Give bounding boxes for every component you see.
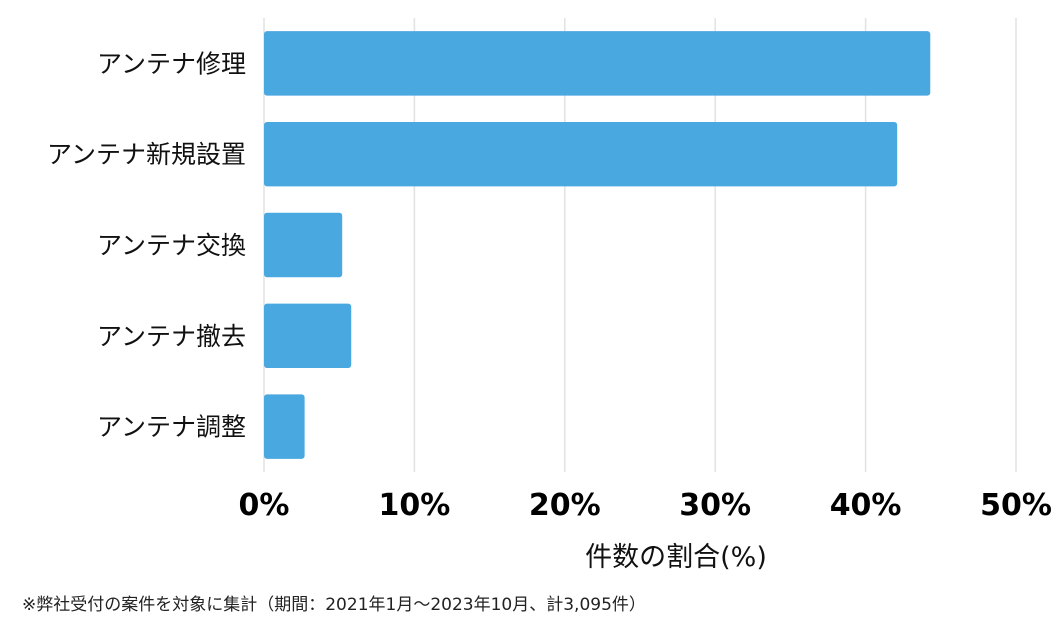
footnote: ※弊社受付の案件を対象に集計（期間：2021年1月〜2023年10月、計3,09… — [22, 595, 646, 615]
bar-0 — [264, 31, 931, 96]
category-label-4: アンテナ調整 — [97, 413, 246, 442]
category-label-1: アンテナ新規設置 — [47, 140, 246, 169]
category-label-3: アンテナ撤去 — [97, 322, 246, 351]
category-label-2: アンテナ交換 — [97, 231, 246, 260]
x-tick-label-3: 30% — [679, 488, 751, 523]
x-tick-label-4: 40% — [830, 488, 902, 523]
bar-1 — [264, 121, 898, 187]
bar-4 — [264, 394, 305, 459]
x-tick-label-1: 10% — [378, 488, 450, 523]
x-tick-label-5: 50% — [980, 488, 1052, 523]
bars — [264, 31, 931, 459]
x-tick-label-2: 20% — [529, 488, 601, 523]
bar-2 — [264, 212, 343, 278]
x-tick-labels: 0% 10% 20% 30% 40% 50% — [239, 488, 1052, 523]
bar-3 — [264, 303, 352, 369]
x-axis-title: 件数の割合(%) — [585, 542, 767, 573]
x-tick-label-0: 0% — [239, 488, 290, 523]
category-label-0: アンテナ修理 — [97, 49, 246, 78]
